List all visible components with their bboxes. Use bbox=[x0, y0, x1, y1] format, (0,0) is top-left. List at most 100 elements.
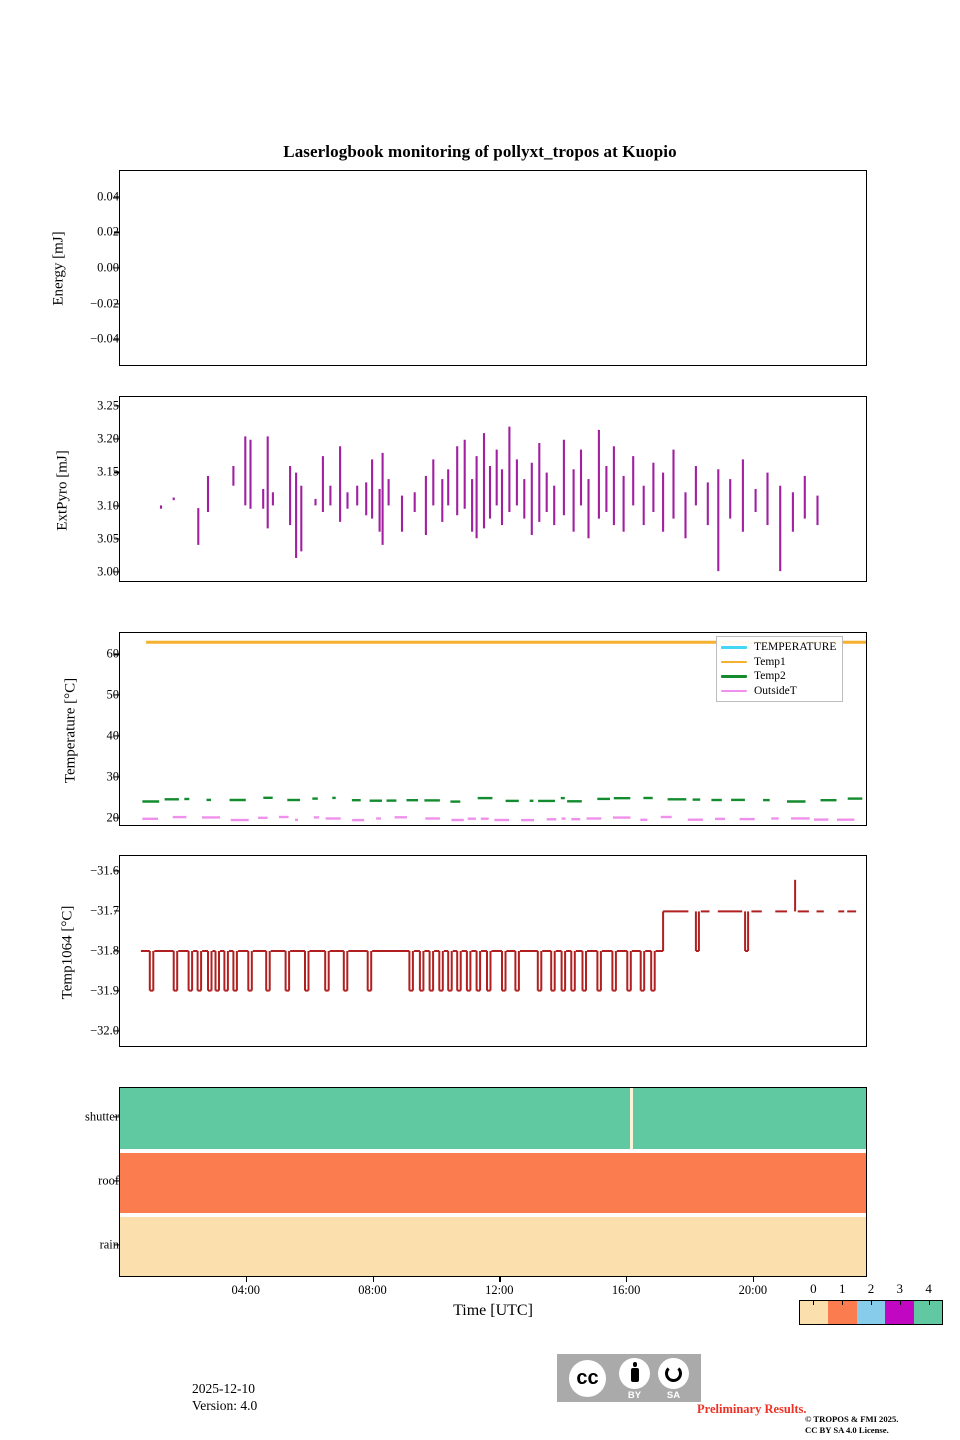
y-tick-label: 40 bbox=[106, 728, 120, 743]
legend-item: Temp2 bbox=[721, 669, 836, 684]
colorbar-tick-mark bbox=[813, 1300, 815, 1305]
y-tick-label: 0.02 bbox=[97, 224, 119, 239]
x-tick-mark bbox=[372, 1277, 374, 1282]
y-tick-mark bbox=[114, 694, 119, 696]
x-tick-label: 16:00 bbox=[611, 1283, 641, 1297]
footer-date: 2025-12-10 bbox=[192, 1381, 255, 1396]
status-row-shutter bbox=[120, 1088, 866, 1149]
y-tick-label: 60 bbox=[106, 646, 120, 661]
status-row-rain bbox=[120, 1217, 866, 1276]
panel-extpyro bbox=[119, 396, 867, 582]
x-tick-label: 08:00 bbox=[358, 1283, 387, 1297]
x-tick-mark bbox=[626, 1277, 628, 1282]
page-title: Laserlogbook monitoring of pollyxt_tropo… bbox=[283, 142, 677, 161]
status-row-label-rain: rain bbox=[99, 1237, 119, 1252]
copyright-block: © TROPOS & FMI 2025. CC BY SA 4.0 Licens… bbox=[805, 1414, 898, 1436]
footer-version: Version: 4.0 bbox=[192, 1398, 258, 1413]
y-tick-mark bbox=[114, 438, 119, 440]
panel-energy bbox=[119, 170, 867, 366]
extpyro-trace bbox=[159, 426, 819, 572]
colorbar-segment-3 bbox=[885, 1301, 914, 1324]
y-tick-mark bbox=[114, 267, 119, 269]
by-person-icon bbox=[632, 1362, 637, 1367]
y-tick-mark bbox=[114, 1030, 119, 1032]
status-colorbar bbox=[799, 1300, 943, 1325]
panel-status bbox=[119, 1087, 867, 1277]
y-tick-mark bbox=[114, 338, 119, 340]
y-tick-mark bbox=[114, 1180, 119, 1182]
y-tick-label: 20 bbox=[106, 810, 120, 825]
cc-glyph: cc bbox=[576, 1367, 599, 1389]
x-tick-mark bbox=[499, 1277, 501, 1282]
status-row-roof bbox=[120, 1152, 866, 1213]
legend-label-outsidet: OutsideT bbox=[754, 684, 797, 697]
colorbar-segment-4 bbox=[913, 1301, 942, 1324]
y-tick-mark bbox=[114, 1116, 119, 1118]
y-tick-mark bbox=[114, 776, 119, 778]
x-tick-label: 20:00 bbox=[738, 1283, 768, 1297]
y-tick-mark bbox=[114, 231, 119, 233]
temp1064-trace bbox=[140, 879, 857, 992]
colorbar-segment-2 bbox=[856, 1301, 886, 1324]
colorbar-tick-mark bbox=[871, 1300, 873, 1305]
y-tick-label: 0.04 bbox=[97, 189, 119, 204]
status-gap-shutter bbox=[630, 1088, 633, 1149]
y-tick-mark bbox=[114, 505, 119, 507]
sa-arrow-icon bbox=[665, 1365, 682, 1382]
y-tick-mark bbox=[114, 196, 119, 198]
y-tick-label: −31.6 bbox=[90, 863, 119, 878]
copyright-line-1: © TROPOS & FMI 2025. bbox=[805, 1414, 899, 1424]
y-tick-label: 30 bbox=[106, 769, 120, 784]
y-tick-mark bbox=[114, 1244, 119, 1246]
y-tick-label: 50 bbox=[106, 687, 120, 702]
colorbar-tick-mark bbox=[899, 1300, 901, 1305]
colorbar-tick-label: 2 bbox=[867, 1281, 875, 1296]
colorbar-tick-label: 0 bbox=[810, 1281, 817, 1296]
colorbar-tick-mark bbox=[928, 1300, 930, 1305]
panel-temp1064 bbox=[119, 855, 867, 1047]
y-tick-mark bbox=[114, 653, 119, 656]
y-tick-mark bbox=[114, 870, 119, 872]
y-tick-label: 3.10 bbox=[97, 498, 119, 513]
x-tick-mark bbox=[752, 1277, 755, 1282]
y-tick-label: −0.02 bbox=[90, 296, 119, 311]
colorbar-segment-0 bbox=[800, 1301, 829, 1324]
y-tick-mark bbox=[114, 735, 119, 737]
x-axis-label: Time [UTC] bbox=[453, 1302, 533, 1319]
y-tick-label: −31.7 bbox=[90, 903, 119, 918]
y-tick-mark bbox=[114, 817, 119, 819]
status-row-label-roof: roof bbox=[98, 1173, 119, 1188]
x-tick-mark bbox=[245, 1277, 247, 1282]
cc-circle-icon bbox=[569, 1360, 606, 1397]
x-tick-label: 04:00 bbox=[231, 1283, 261, 1297]
y-tick-mark bbox=[114, 571, 119, 573]
legend-label-temp2: Temp2 bbox=[754, 670, 786, 683]
y-tick-mark bbox=[114, 303, 119, 305]
y-tick-label: 0.00 bbox=[97, 260, 119, 275]
legend-swatch-temperature bbox=[721, 646, 747, 649]
status-row-label-shutter: shutter bbox=[84, 1109, 119, 1124]
preliminary-results-note: Preliminary Results. bbox=[697, 1402, 807, 1416]
y-tick-label: −32.0 bbox=[90, 1023, 119, 1038]
legend-swatch-outsidet bbox=[721, 689, 747, 693]
legend-label-temp1: Temp1 bbox=[754, 655, 786, 668]
colorbar-segment-1 bbox=[828, 1301, 857, 1324]
by-body-icon bbox=[631, 1368, 639, 1382]
y-tick-mark bbox=[114, 950, 119, 952]
y-tick-mark bbox=[114, 538, 119, 540]
legend-swatch-temp2 bbox=[721, 675, 747, 678]
y-tick-label: −31.9 bbox=[90, 983, 119, 998]
cc-license-badge: cc BY SA bbox=[557, 1354, 701, 1402]
copyright-line-2: CC BY SA 4.0 License. bbox=[805, 1425, 889, 1435]
legend-item: Temp1 bbox=[721, 655, 836, 670]
y-tick-mark bbox=[114, 405, 119, 407]
y-tick-label: −31.8 bbox=[90, 943, 119, 958]
legend-swatch-temp1 bbox=[721, 660, 747, 664]
colorbar-tick-mark bbox=[842, 1300, 844, 1305]
temperature-legend: TEMPERATURE Temp1 Temp2 OutsideT bbox=[716, 636, 844, 703]
y-tick-label: 3.05 bbox=[97, 531, 119, 546]
y-tick-label: 3.25 bbox=[97, 398, 119, 413]
y-tick-mark bbox=[114, 990, 119, 992]
colorbar-tick-label: 4 bbox=[925, 1281, 932, 1296]
